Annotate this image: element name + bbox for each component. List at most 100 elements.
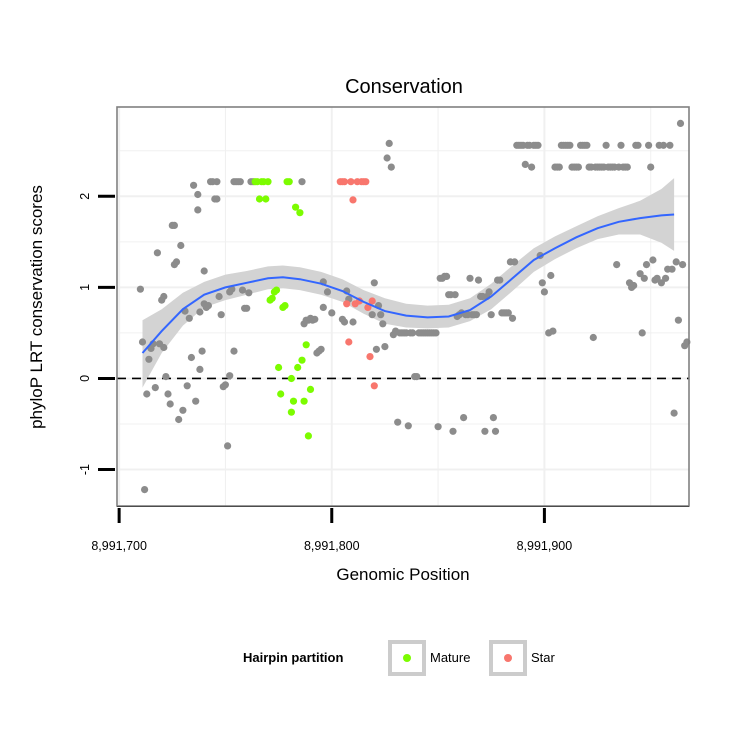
legend-dot-mature (403, 654, 411, 662)
data-point (613, 261, 621, 269)
data-point (340, 178, 349, 186)
x-tick-label: 8,991,700 (91, 539, 147, 553)
data-point (187, 353, 195, 362)
data-point (300, 397, 308, 405)
data-point (645, 141, 653, 149)
data-point (302, 341, 310, 349)
data-point (138, 338, 147, 346)
data-point (196, 308, 204, 316)
panel-border (116, 106, 690, 507)
data-point (245, 289, 253, 297)
data-point (296, 209, 304, 217)
data-point (385, 139, 393, 147)
data-point (434, 423, 442, 431)
data-point (370, 382, 378, 390)
data-point (298, 356, 306, 364)
legend-label-mature: Mature (430, 650, 470, 665)
data-point (200, 267, 208, 275)
data-point (574, 163, 583, 171)
data-point (547, 271, 555, 280)
legend-dot-star (504, 654, 512, 662)
data-point (215, 292, 223, 301)
data-point (647, 163, 655, 171)
data-point (510, 258, 519, 266)
data-point (451, 291, 459, 299)
data-point (217, 311, 225, 319)
legend-title: Hairpin partition (243, 650, 343, 665)
data-point (413, 373, 421, 381)
data-point (323, 288, 332, 296)
data-point (204, 302, 212, 310)
data-point (460, 414, 468, 422)
data-point (634, 141, 642, 149)
data-point (145, 355, 153, 363)
data-point (379, 320, 387, 328)
data-point (485, 288, 493, 296)
data-point (381, 343, 389, 351)
data-point (504, 309, 512, 317)
data-point (289, 397, 298, 405)
data-point (670, 409, 678, 417)
data-point (345, 338, 353, 346)
data-point (281, 302, 289, 310)
data-point (589, 333, 597, 342)
data-point (630, 281, 638, 290)
plot-panel (116, 106, 691, 507)
data-point (328, 309, 336, 317)
data-point (674, 316, 683, 324)
data-point (170, 221, 178, 229)
data-point (394, 418, 402, 426)
data-point (262, 195, 270, 203)
data-point (623, 163, 631, 171)
legend-key-star (489, 640, 527, 676)
data-point (555, 163, 563, 171)
data-point (653, 274, 661, 282)
data-point (221, 381, 229, 389)
data-point (143, 390, 151, 398)
data-point (175, 415, 183, 424)
data-point (183, 382, 191, 390)
series-other (136, 119, 691, 494)
data-point (649, 256, 657, 264)
y-axis: -1 0 1 2 (78, 193, 115, 475)
data-point (340, 318, 349, 326)
data-point (538, 279, 546, 287)
data-point (177, 241, 185, 250)
data-point (285, 178, 293, 186)
data-point (136, 285, 144, 293)
data-point (472, 311, 480, 319)
data-point (319, 303, 327, 311)
data-point (666, 141, 674, 149)
x-axis-title: Genomic Position (336, 565, 469, 584)
data-point (151, 384, 159, 392)
data-point (194, 206, 202, 214)
data-point (636, 270, 644, 278)
data-point (213, 178, 221, 186)
data-point (481, 427, 489, 435)
data-point (508, 314, 517, 322)
data-point (657, 279, 666, 287)
data-point (549, 327, 557, 335)
data-point (383, 154, 391, 162)
data-point (349, 318, 357, 326)
data-point (198, 347, 206, 355)
data-point (638, 329, 646, 337)
data-point (466, 274, 474, 282)
data-point (306, 385, 315, 393)
y-tick-label: 0 (78, 375, 92, 382)
data-point (583, 141, 591, 149)
data-point (238, 286, 247, 294)
data-point (347, 178, 355, 186)
data-point (602, 141, 610, 149)
data-point (659, 141, 668, 149)
series-star (336, 178, 378, 390)
data-point (298, 178, 306, 186)
chart-title: Conservation (345, 76, 463, 98)
data-point (640, 274, 648, 282)
data-point (213, 195, 221, 203)
x-axis: 8,991,700 8,991,800 8,991,900 (91, 506, 689, 553)
data-point (409, 329, 417, 337)
data-point (311, 315, 319, 323)
data-point (287, 408, 295, 416)
data-point (141, 486, 149, 494)
